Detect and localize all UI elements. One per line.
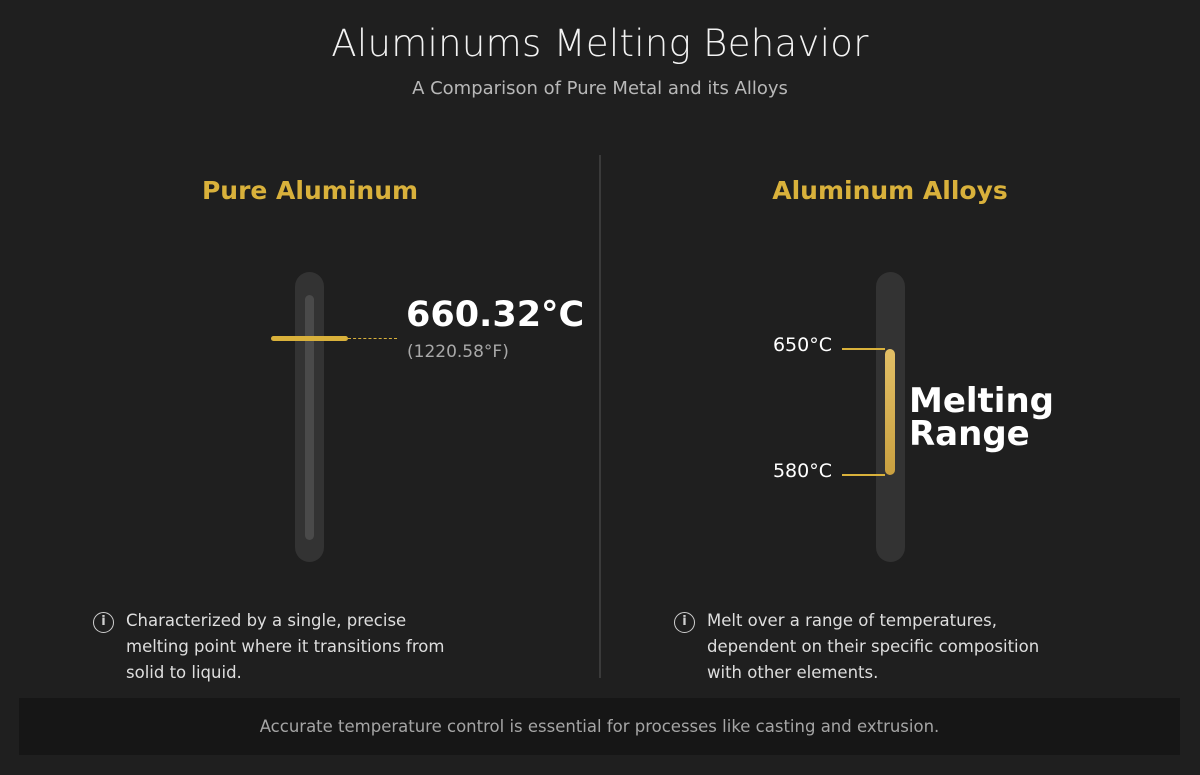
melting-range-label: Melting Range <box>909 381 1054 454</box>
melting-range-label-line2: Range <box>909 414 1030 454</box>
lower-range-line <box>842 474 885 476</box>
melting-point-celsius: 660.32°C <box>406 295 585 335</box>
pure-caption: Characterized by a single, precise melti… <box>126 611 445 682</box>
melting-point-fahrenheit: (1220.58°F) <box>407 342 509 362</box>
center-divider <box>599 155 601 678</box>
melting-point-leader <box>348 338 397 339</box>
footer-note: Accurate temperature control is essentia… <box>19 698 1180 755</box>
info-icon: i <box>674 612 695 633</box>
melting-point-marker <box>271 336 348 341</box>
alloys-caption: Melt over a range of temperatures, depen… <box>707 611 1040 682</box>
upper-range-line <box>842 348 885 350</box>
pure-thermometer-inner <box>305 295 314 540</box>
alloys-heading: Aluminum Alloys <box>772 176 1008 205</box>
melting-range-label-line1: Melting <box>909 381 1054 421</box>
lower-temp-label: 580°C <box>772 460 832 482</box>
pure-aluminum-heading: Pure Aluminum <box>201 176 419 205</box>
page-subtitle: A Comparison of Pure Metal and its Alloy… <box>412 78 788 99</box>
melting-range-bar <box>885 349 895 475</box>
info-icon: i <box>93 612 114 633</box>
upper-temp-label: 650°C <box>772 334 832 356</box>
page-title: Aluminums Melting Behavior <box>331 22 869 65</box>
